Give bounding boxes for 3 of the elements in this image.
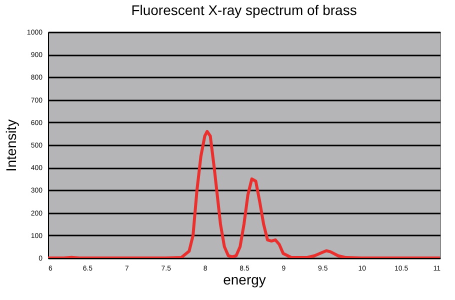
y-axis-title: Intensity	[2, 119, 19, 172]
x-axis-title: energy	[223, 272, 266, 288]
chart-title: Fluorescent X-ray spectrum of brass	[131, 2, 357, 18]
